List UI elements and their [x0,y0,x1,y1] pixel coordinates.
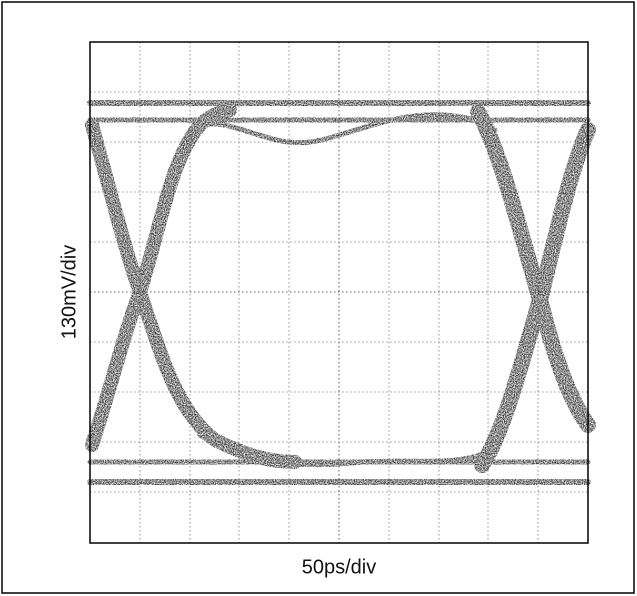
y-axis-label: 130mV/div [58,245,80,340]
x-axis-label: 50ps/div [302,556,377,578]
eye-diagram-figure: 130mV/div 50ps/div [0,0,637,596]
